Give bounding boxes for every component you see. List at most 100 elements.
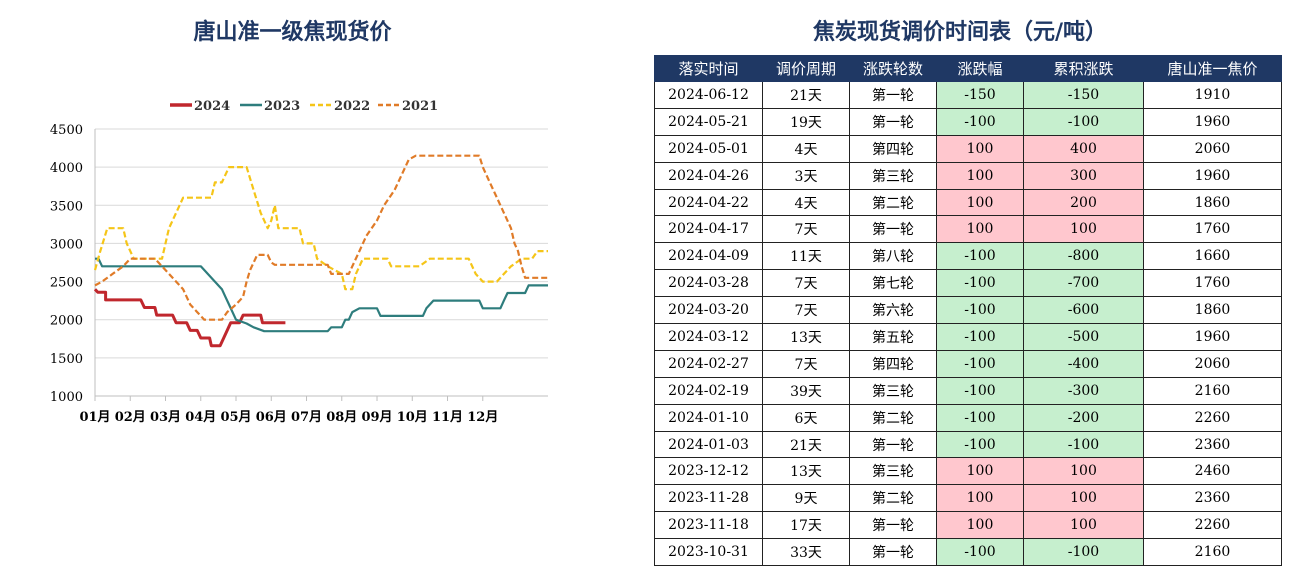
x-tick-label: 07月	[291, 410, 322, 425]
cell-date: 2024-03-12	[654, 323, 763, 351]
cell-cumulative: -200	[1023, 403, 1144, 432]
table-row: 2023-11-18 17天 第一轮 100 100 2260	[654, 511, 1282, 540]
price-adjustment-table: 落实时间 调价周期 涨跌轮数 涨跌幅 累积涨跌 唐山准一焦价 2024-06-1…	[654, 55, 1282, 567]
cell-change: -100	[936, 349, 1024, 378]
x-tick-label: 02月	[115, 410, 146, 425]
series-line-2024	[93, 288, 286, 348]
table-row: 2024-04-26 3天 第三轮 100 300 1960	[654, 161, 1282, 190]
cell-round: 第三轮	[849, 457, 937, 486]
x-tick-label: 01月	[79, 410, 110, 425]
cell-cumulative: -100	[1023, 107, 1144, 136]
cell-round: 第六轮	[849, 296, 937, 325]
x-tick-label: 10月	[397, 410, 428, 425]
cell-round: 第八轮	[849, 242, 937, 271]
cell-change: 100	[936, 161, 1024, 190]
table-row: 2024-04-09 11天 第八轮 -100 -800 1660	[654, 242, 1282, 271]
header-round: 涨跌轮数	[849, 55, 937, 82]
cell-period: 33天	[762, 538, 850, 567]
chart-panel: 唐山准一级焦现货价 4500 4000 3500 3000 2500 2000 1500 10…	[0, 0, 600, 585]
table-row: 2024-06-12 21天 第一轮 -150 -150 1910	[654, 81, 1282, 109]
table-row: 2024-02-27 7天 第四轮 -100 -400 2060	[654, 349, 1282, 378]
x-tick-label: 09月	[361, 410, 392, 425]
table-row: 2024-05-21 19天 第一轮 -100 -100 1960	[654, 107, 1282, 136]
cell-price: 2360	[1143, 484, 1282, 513]
cell-cumulative: -600	[1023, 296, 1144, 325]
cell-cumulative: -150	[1023, 81, 1144, 109]
cell-period: 3天	[762, 161, 850, 190]
y-tick-label: 3000	[50, 237, 83, 252]
cell-date: 2024-05-21	[654, 107, 763, 136]
cell-period: 13天	[762, 323, 850, 351]
cell-round: 第三轮	[849, 161, 937, 190]
legend-label-2022: 2022	[334, 99, 370, 114]
table-row: 2024-03-20 7天 第六轮 -100 -600 1860	[654, 296, 1282, 325]
cell-date: 2024-02-19	[654, 376, 763, 405]
cell-round: 第二轮	[849, 403, 937, 432]
cell-round: 第一轮	[849, 215, 937, 244]
table-panel: 焦炭现货调价时间表（元/吨） 落实时间 调价周期 涨跌轮数 涨跌幅 累积涨跌 唐…	[640, 0, 1303, 585]
cell-round: 第五轮	[849, 323, 937, 351]
cell-round: 第四轮	[849, 134, 937, 163]
cell-price: 2260	[1143, 403, 1282, 432]
cell-round: 第二轮	[849, 484, 937, 513]
cell-period: 6天	[762, 403, 850, 432]
cell-change: 100	[936, 457, 1024, 486]
table-row: 2024-02-19 39天 第三轮 -100 -300 2160	[654, 376, 1282, 405]
y-tick-label: 1000	[50, 390, 83, 405]
cell-price: 1860	[1143, 188, 1282, 217]
cell-cumulative: -700	[1023, 269, 1144, 298]
cell-change: -100	[936, 538, 1024, 567]
cell-round: 第一轮	[849, 511, 937, 540]
cell-cumulative: -100	[1023, 430, 1144, 459]
cell-date: 2024-03-28	[654, 269, 763, 298]
cell-round: 第一轮	[849, 81, 937, 109]
cell-price: 2360	[1143, 430, 1282, 459]
legend-label-2024: 2024	[194, 99, 230, 114]
cell-change: 100	[936, 511, 1024, 540]
y-tick-label: 2500	[50, 276, 83, 291]
header-change: 涨跌幅	[936, 55, 1024, 82]
table-row: 2023-10-31 33天 第一轮 -100 -100 2160	[654, 538, 1282, 567]
table-title: 焦炭现货调价时间表（元/吨）	[812, 19, 1108, 45]
x-tick-label: 04月	[185, 410, 216, 425]
cell-price: 2160	[1143, 376, 1282, 405]
table-header-row: 落实时间 调价周期 涨跌轮数 涨跌幅 累积涨跌 唐山准一焦价	[654, 55, 1282, 82]
table-row: 2024-04-22 4天 第二轮 100 200 1860	[654, 188, 1282, 217]
cell-price: 1860	[1143, 296, 1282, 325]
line-chart: 4500 4000 3500 3000 2500 2000 1500 1000 01月 02月 03…	[50, 99, 548, 425]
cell-date: 2024-04-26	[654, 161, 763, 190]
cell-period: 39天	[762, 376, 850, 405]
cell-period: 4天	[762, 134, 850, 163]
cell-change: -100	[936, 107, 1024, 136]
cell-round: 第二轮	[849, 188, 937, 217]
cell-price: 1660	[1143, 242, 1282, 271]
series-line-2022	[93, 166, 548, 291]
x-tick-label: 08月	[326, 410, 357, 425]
table-row: 2024-03-12 13天 第五轮 -100 -500 1960	[654, 323, 1282, 351]
cell-period: 7天	[762, 296, 850, 325]
table-row: 2024-04-17 7天 第一轮 100 100 1760	[654, 215, 1282, 244]
cell-change: -100	[936, 242, 1024, 271]
cell-date: 2024-04-17	[654, 215, 763, 244]
cell-round: 第七轮	[849, 269, 937, 298]
cell-period: 17天	[762, 511, 850, 540]
cell-date: 2024-04-22	[654, 188, 763, 217]
legend-label-2023: 2023	[264, 99, 300, 114]
cell-price: 2260	[1143, 511, 1282, 540]
cell-date: 2024-02-27	[654, 349, 763, 378]
cell-price: 1960	[1143, 161, 1282, 190]
header-period: 调价周期	[762, 55, 850, 82]
cell-date: 2024-01-10	[654, 403, 763, 432]
cell-change: 100	[936, 215, 1024, 244]
series-line-2023	[95, 257, 548, 333]
cell-price: 1960	[1143, 323, 1282, 351]
cell-price: 2160	[1143, 538, 1282, 567]
cell-price: 1960	[1143, 107, 1282, 136]
cell-date: 2024-03-20	[654, 296, 763, 325]
cell-period: 19天	[762, 107, 850, 136]
header-cumulative: 累积涨跌	[1023, 55, 1144, 82]
cell-round: 第三轮	[849, 376, 937, 405]
cell-price: 2060	[1143, 349, 1282, 378]
header-date: 落实时间	[654, 55, 763, 82]
cell-cumulative: 200	[1023, 188, 1144, 217]
